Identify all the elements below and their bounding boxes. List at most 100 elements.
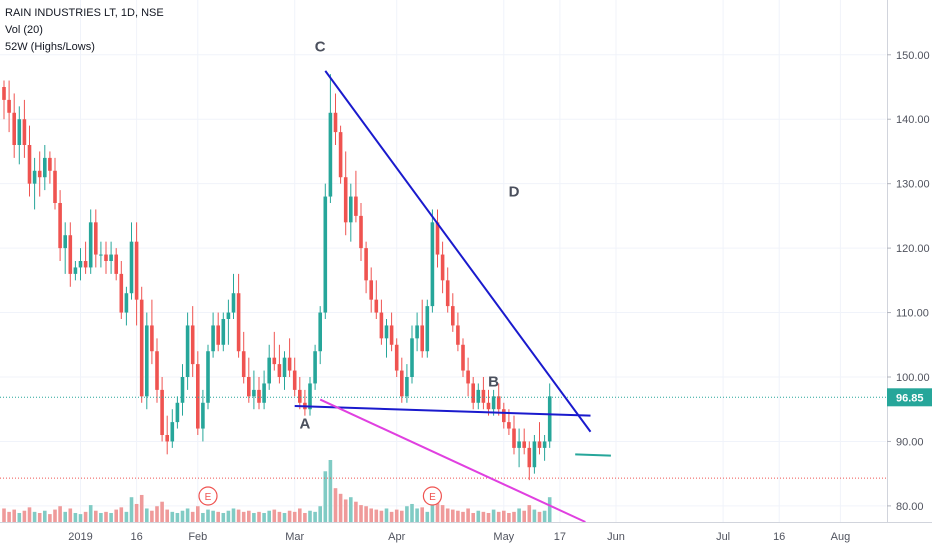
volume-indicator-label[interactable]: Vol (20) — [5, 24, 43, 36]
candle-body — [185, 325, 190, 377]
candle-body — [277, 364, 282, 377]
volume-bar — [308, 510, 312, 522]
volume-bar — [185, 508, 190, 522]
volume-bar — [252, 512, 256, 522]
candle-body — [298, 389, 302, 403]
candle-body — [522, 441, 526, 448]
symbol-title[interactable]: RAIN INDUSTRIES LT, 1D, NSE — [5, 7, 164, 19]
candle-body — [318, 312, 322, 352]
volume-bar — [170, 511, 175, 522]
volume-bar — [532, 509, 537, 522]
candle-body — [389, 325, 394, 345]
volume-bar — [522, 510, 526, 522]
fifty-two-week-indicator-label[interactable]: 52W (Highs/Lows) — [5, 41, 95, 53]
point-label-b: B — [488, 374, 499, 391]
candle-body — [471, 383, 475, 403]
volume-bar — [180, 510, 185, 522]
candle-body — [109, 254, 113, 261]
x-tick-label: 2019 — [68, 531, 92, 543]
volume-bar — [160, 501, 164, 522]
volume-bar — [17, 512, 22, 522]
x-tick-label: May — [493, 531, 514, 543]
candle-body — [196, 364, 200, 429]
volume-bar — [425, 511, 430, 522]
legend: RAIN INDUSTRIES LT, 1D, NSE Vol (20) 52W… — [5, 5, 164, 56]
candle-body — [114, 254, 118, 274]
candle-body — [180, 377, 185, 403]
candle-body — [338, 132, 343, 178]
volume-bar — [461, 511, 465, 522]
candle-body — [527, 447, 532, 468]
volume-bar — [405, 506, 409, 522]
volume-bar — [440, 505, 445, 522]
volume-bar — [537, 511, 542, 522]
volume-bar — [37, 512, 42, 522]
candle-body — [206, 351, 210, 403]
volume-bar — [68, 508, 73, 522]
candle-body — [73, 267, 78, 274]
candle-body — [145, 325, 149, 397]
candle-body — [364, 248, 368, 281]
candle-body — [502, 409, 506, 423]
candle-body — [53, 170, 57, 203]
volume-bar — [445, 508, 450, 522]
volume-bar — [456, 510, 460, 522]
candle-body — [466, 370, 470, 384]
candle-body — [287, 357, 292, 371]
last-price-tag-label: 96.85 — [896, 392, 924, 404]
trend-line-lower — [319, 398, 586, 523]
volume-bar — [517, 508, 521, 522]
volume-bar — [338, 493, 343, 522]
candle-body — [83, 261, 88, 268]
volume-bar — [410, 503, 414, 522]
candle-body — [308, 383, 312, 410]
candle-body — [405, 377, 409, 397]
volume-bar — [476, 510, 481, 522]
volume-bar — [502, 510, 506, 522]
candle-body — [323, 196, 328, 313]
candle-body — [262, 383, 266, 403]
candle-body — [496, 396, 501, 410]
volume-bar — [206, 509, 210, 522]
volume-bar — [318, 506, 322, 522]
candle-body — [537, 441, 542, 448]
candle-body — [420, 325, 424, 352]
volume-bar — [211, 510, 215, 522]
trend-line-resistance — [324, 70, 592, 433]
volume-bar — [328, 460, 333, 522]
volume-bar — [374, 509, 379, 522]
candle-body — [542, 441, 547, 448]
x-tick-label: Mar — [285, 531, 304, 543]
candle-body — [119, 273, 124, 313]
volume-bar — [7, 511, 11, 522]
y-tick-label: 80.00 — [896, 501, 924, 513]
volume-bar — [27, 507, 32, 522]
y-tick-label: 100.00 — [896, 372, 930, 384]
candle-body — [68, 235, 73, 274]
candle-body — [139, 299, 144, 397]
candle-body — [170, 422, 175, 442]
candle-body — [236, 293, 241, 352]
volume-bar — [359, 505, 363, 522]
volume-bar — [22, 510, 27, 522]
volume-bar — [134, 503, 139, 522]
y-tick-label: 110.00 — [896, 308, 929, 320]
x-tick-label: Jul — [716, 531, 730, 543]
candle-body — [517, 441, 521, 448]
volume-bar — [155, 506, 159, 522]
candle-body — [435, 222, 440, 255]
volume-bar — [333, 488, 338, 522]
x-tick-label: Apr — [388, 531, 405, 543]
candle-body — [241, 351, 246, 377]
volume-bar — [343, 499, 348, 522]
trend-line-target — [575, 453, 611, 457]
volume-bar — [236, 509, 241, 522]
volume-bar — [379, 510, 384, 522]
volume-bar — [435, 499, 440, 522]
annotation-labels: E E A B C D — [198, 39, 520, 506]
volume-bar — [32, 511, 37, 522]
volume-bar — [323, 471, 328, 522]
candle-body — [201, 402, 205, 429]
